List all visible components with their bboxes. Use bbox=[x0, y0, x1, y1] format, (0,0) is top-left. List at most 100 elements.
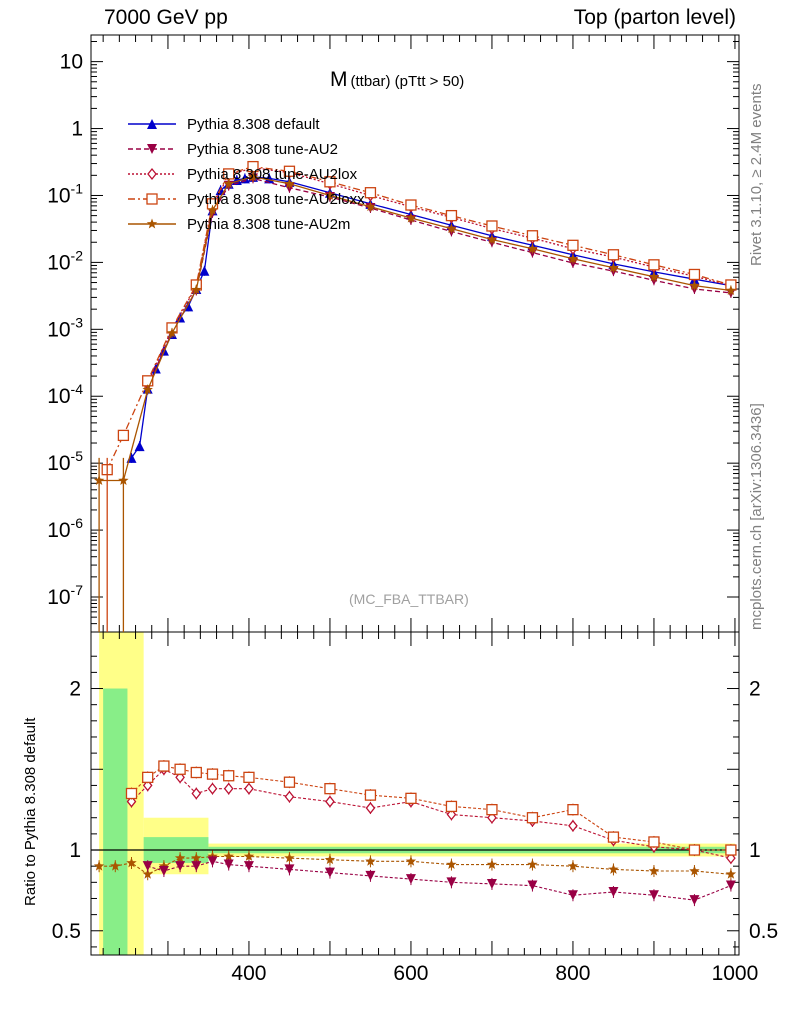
y-tick-label: 10-4 bbox=[47, 381, 83, 408]
legend: Pythia 8.308 default Pythia 8.308 tune-AU… bbox=[128, 116, 365, 233]
data-point bbox=[486, 220, 498, 232]
ratio-point bbox=[191, 861, 202, 872]
ratio-point bbox=[324, 867, 335, 878]
ratio-point bbox=[688, 844, 701, 856]
ratio-point bbox=[158, 760, 170, 772]
chart-title-main: M bbox=[330, 68, 348, 91]
data-point bbox=[567, 239, 579, 251]
ratio-point bbox=[207, 782, 218, 795]
data-point bbox=[607, 249, 620, 261]
data-point bbox=[486, 233, 498, 244]
data-point bbox=[364, 187, 377, 199]
ratio-line-au2 bbox=[147, 860, 732, 901]
ratio-tick-label-right: 2 bbox=[749, 678, 761, 701]
ratio-point bbox=[223, 850, 234, 861]
ratio-point bbox=[725, 880, 736, 891]
y-tick-label: 10-6 bbox=[47, 515, 83, 542]
ratio-point bbox=[142, 861, 153, 872]
x-tick-label: 800 bbox=[555, 962, 590, 985]
ratio-point bbox=[405, 792, 417, 804]
data-point bbox=[284, 178, 295, 189]
ratio-point bbox=[608, 863, 619, 874]
ratio-point bbox=[324, 783, 336, 795]
ratio-point bbox=[223, 782, 234, 795]
data-point bbox=[207, 204, 218, 215]
ratio-point bbox=[175, 861, 186, 872]
ratio-point bbox=[324, 854, 336, 865]
ratio-point bbox=[191, 852, 202, 863]
data-point bbox=[527, 243, 538, 254]
ratio-tick-label: 0.5 bbox=[52, 920, 81, 943]
ratio-tick-label-right: 0.5 bbox=[749, 920, 778, 943]
ratio-point bbox=[284, 864, 295, 875]
data-point bbox=[648, 259, 660, 271]
ratio-line-au2m bbox=[99, 855, 731, 875]
ratio-panel-frame bbox=[90, 631, 740, 956]
ratio-point bbox=[567, 890, 578, 901]
legend-label-au2loxx: Pythia 8.308 tune-AU2loxx bbox=[187, 191, 365, 208]
ratio-point bbox=[607, 831, 620, 843]
data-point bbox=[725, 285, 737, 295]
legend-label-default: Pythia 8.308 default bbox=[187, 116, 320, 133]
ratio-point bbox=[689, 895, 700, 906]
data-point bbox=[199, 265, 210, 276]
ratio-point bbox=[725, 844, 737, 856]
ratio-point bbox=[364, 789, 377, 801]
ratio-point bbox=[446, 877, 457, 888]
data-point bbox=[191, 284, 202, 295]
data-point bbox=[365, 201, 376, 212]
analysis-tag: (MC_FBA_TTBAR) bbox=[349, 591, 469, 607]
ratio-point bbox=[567, 860, 579, 871]
ratio-point bbox=[244, 782, 254, 795]
data-point bbox=[608, 262, 619, 273]
ratio-point bbox=[190, 766, 202, 779]
x-tick-label: 1000 bbox=[712, 962, 759, 985]
ratio-point bbox=[446, 859, 457, 870]
data-point bbox=[526, 230, 539, 242]
ratio-point bbox=[284, 790, 295, 803]
ratio-point bbox=[405, 855, 417, 866]
ratio-point bbox=[93, 860, 105, 871]
data-point bbox=[239, 173, 250, 184]
y-tick-label: 10-7 bbox=[47, 582, 83, 609]
ratio-tick-label: 2 bbox=[69, 678, 81, 701]
series-line-au2m bbox=[99, 176, 731, 482]
ratio-point bbox=[174, 763, 186, 775]
ratio-point bbox=[206, 768, 219, 780]
y-tick-label: 10-2 bbox=[47, 247, 83, 274]
chart-title: M (ttbar) (pTtt > 50) bbox=[330, 68, 464, 92]
ratio-point bbox=[689, 865, 700, 876]
ratio-point bbox=[283, 776, 296, 788]
ratio-point bbox=[142, 771, 154, 783]
ratio-point bbox=[486, 859, 498, 870]
y-tick-label: 1 bbox=[71, 118, 83, 141]
data-point bbox=[324, 189, 336, 200]
series-au2loxx bbox=[101, 160, 737, 476]
mc-uncertainty-bands bbox=[99, 632, 735, 955]
ratio-point bbox=[365, 801, 376, 815]
chart-title-sub: (ttbar) (pTtt > 50) bbox=[350, 73, 465, 90]
ratio-tick-label-right: 1 bbox=[749, 839, 761, 862]
x-ticks: 400 600 800 1000 bbox=[102, 35, 759, 985]
legend-label-au2: Pythia 8.308 tune-AU2 bbox=[187, 141, 338, 158]
ratio-point bbox=[648, 890, 659, 901]
legend-marker-default bbox=[147, 119, 157, 129]
ratio-point bbox=[325, 795, 335, 808]
ratio-series-au2loxx bbox=[125, 760, 737, 857]
ratio-point bbox=[725, 868, 737, 879]
ratio-point bbox=[567, 804, 579, 816]
ratio-point bbox=[223, 770, 235, 782]
legend-label-au2lox: Pythia 8.308 tune-AU2lox bbox=[187, 166, 358, 183]
ratio-point bbox=[648, 865, 660, 876]
ratio-point bbox=[284, 852, 295, 863]
header-process: Top (parton level) bbox=[573, 6, 736, 29]
ratio-point bbox=[365, 870, 376, 881]
data-point bbox=[117, 429, 130, 442]
series-line-au2 bbox=[147, 177, 731, 387]
data-point bbox=[648, 271, 660, 282]
ratio-point bbox=[243, 850, 255, 861]
x-tick-label: 600 bbox=[393, 962, 428, 985]
data-point bbox=[166, 327, 178, 338]
ratio-point bbox=[365, 855, 376, 866]
